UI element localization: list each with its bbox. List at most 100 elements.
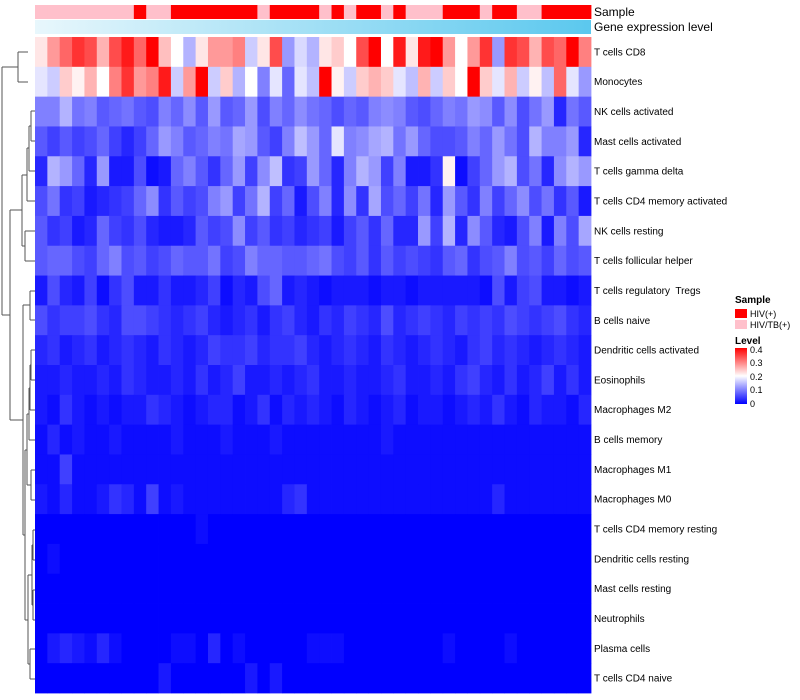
heatmap-cell xyxy=(492,335,505,366)
heatmap-cell xyxy=(195,275,209,306)
heatmap-cell xyxy=(220,335,234,366)
heatmap-cell xyxy=(504,215,518,247)
heatmap-cell xyxy=(442,156,456,187)
heatmap-cell xyxy=(220,424,234,455)
heatmap-cell xyxy=(418,96,431,127)
heatmap-cell xyxy=(319,156,332,187)
heatmap-cell xyxy=(553,603,567,634)
heatmap-cell xyxy=(553,66,567,98)
heatmap-cell xyxy=(146,573,159,604)
heatmap-cell xyxy=(418,573,431,604)
heatmap-cell xyxy=(368,514,382,545)
sample-legend: Sample HIV(+) HIV/TB(+) xyxy=(735,295,790,330)
heatmap-cell xyxy=(331,245,345,276)
heatmap-cell xyxy=(47,156,61,187)
heatmap-cell xyxy=(319,514,332,545)
heatmap-cell xyxy=(220,215,234,247)
heatmap-cell xyxy=(343,215,357,247)
level-tick-0-4: 0.4 xyxy=(750,345,763,355)
heatmap-cell xyxy=(356,663,369,694)
heatmap-cell xyxy=(207,424,221,455)
heatmap-cell xyxy=(479,335,493,366)
heatmap-cell xyxy=(467,66,481,98)
heatmap-cell xyxy=(133,573,147,604)
heatmap-cell xyxy=(516,633,530,664)
heatmap-cell xyxy=(566,484,580,515)
heatmap-cell xyxy=(245,663,258,694)
heatmap-cell xyxy=(492,156,505,187)
heatmap-cell xyxy=(479,275,493,306)
heatmap-cell xyxy=(566,424,580,455)
heatmap-cell xyxy=(133,514,147,545)
heatmap-cell xyxy=(455,573,468,604)
heatmap-cell xyxy=(492,215,505,247)
heatmap-cell xyxy=(294,365,308,396)
heatmap-cell xyxy=(195,394,209,426)
heatmap-cell xyxy=(59,186,73,217)
heatmap-cell xyxy=(380,215,394,247)
heatmap-cell xyxy=(516,543,530,575)
heatmap-cell xyxy=(529,514,542,545)
heatmap-cell xyxy=(183,335,197,366)
heatmap-cell xyxy=(59,275,73,306)
heatmap-cell xyxy=(146,394,159,426)
heatmap-cell xyxy=(72,275,85,306)
heatmap-cell xyxy=(257,245,271,276)
heatmap-cell xyxy=(455,335,468,366)
heatmap-cell xyxy=(405,454,419,485)
heatmap-cell xyxy=(257,573,271,604)
heatmap-cell xyxy=(96,215,110,247)
heatmap-cell xyxy=(72,186,85,217)
heatmap-cell xyxy=(47,663,61,694)
heatmap-cell xyxy=(455,514,468,545)
sample-annotation-cell xyxy=(96,5,110,19)
heatmap-cell xyxy=(566,543,580,575)
heatmap-cell xyxy=(96,543,110,575)
heatmap-cell xyxy=(183,394,197,426)
heatmap-cell xyxy=(158,514,172,545)
heatmap-cell xyxy=(479,215,493,247)
heatmap-cell xyxy=(393,603,407,634)
heatmap-cell xyxy=(195,215,209,247)
heatmap-cell xyxy=(331,365,345,396)
heatmap-cell xyxy=(455,245,468,276)
heatmap-cell xyxy=(121,573,135,604)
heatmap-cell xyxy=(405,394,419,426)
heatmap-cell xyxy=(368,365,382,396)
heatmap-cell xyxy=(467,543,481,575)
sample-annotation-cell xyxy=(72,5,85,19)
heatmap-cell xyxy=(133,245,147,276)
heatmap-cell xyxy=(269,633,283,664)
heatmap-cell xyxy=(393,335,407,366)
heatmap-cell xyxy=(356,573,369,604)
heatmap-cell xyxy=(245,365,258,396)
heatmap-cell xyxy=(96,186,110,217)
heatmap-cell xyxy=(59,365,73,396)
heatmap-cell xyxy=(343,454,357,485)
heatmap-cell xyxy=(331,603,345,634)
heatmap-cell xyxy=(35,365,48,396)
heatmap-cell xyxy=(245,156,258,187)
heatmap-cell xyxy=(405,275,419,306)
heatmap-cell xyxy=(368,186,382,217)
heatmap-cell xyxy=(294,156,308,187)
heatmap-cell xyxy=(109,245,122,276)
heatmap-cell xyxy=(269,245,283,276)
row-label: T cells CD4 memory activated xyxy=(594,197,727,208)
heatmap-cell xyxy=(541,543,555,575)
heatmap-cell xyxy=(405,126,419,157)
heatmap-cell xyxy=(405,633,419,664)
heatmap-cell xyxy=(393,245,407,276)
heatmap-cell xyxy=(578,275,592,306)
heatmap-cell xyxy=(578,484,592,515)
heatmap-cell xyxy=(553,543,567,575)
heatmap-cell xyxy=(492,394,505,426)
heatmap-cell xyxy=(207,633,221,664)
heatmap-cell xyxy=(72,335,85,366)
heatmap-cell xyxy=(553,633,567,664)
heatmap-cell xyxy=(380,186,394,217)
row-labels: T cells CD8 Monocytes NK cells activated Ma… xyxy=(594,47,727,684)
heatmap-cell xyxy=(306,305,320,336)
heatmap-cell xyxy=(121,633,135,664)
heatmap-cell xyxy=(133,365,147,396)
